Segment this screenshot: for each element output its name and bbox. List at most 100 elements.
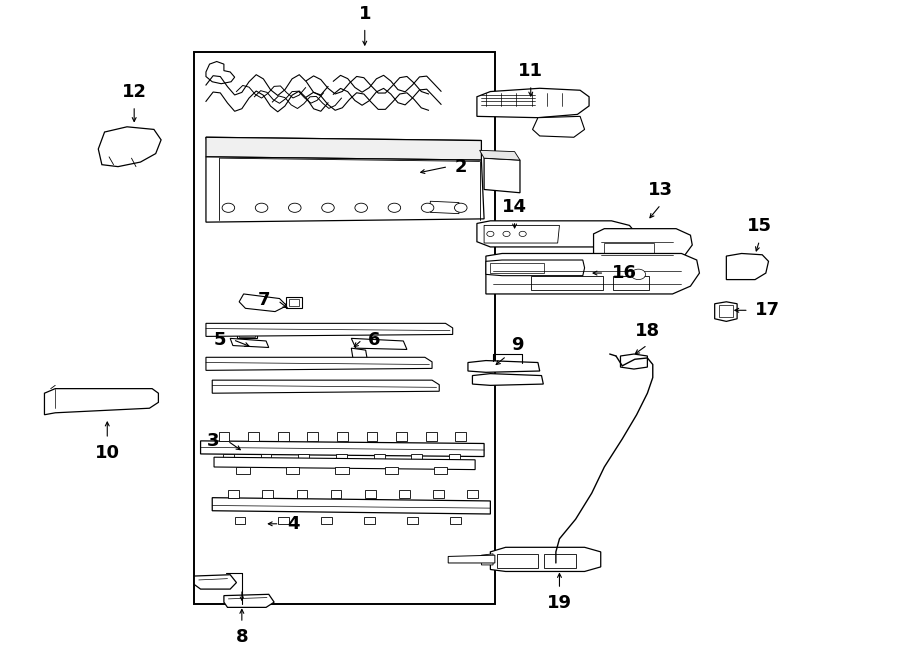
- Text: 1: 1: [358, 5, 371, 23]
- Polygon shape: [430, 201, 459, 214]
- Bar: [286, 467, 300, 473]
- Bar: [307, 432, 318, 441]
- Bar: [366, 432, 377, 441]
- Circle shape: [519, 231, 526, 237]
- Bar: [335, 467, 348, 473]
- Circle shape: [503, 231, 510, 237]
- Polygon shape: [544, 554, 576, 568]
- Text: 10: 10: [94, 444, 120, 462]
- Polygon shape: [224, 594, 274, 607]
- Polygon shape: [206, 137, 482, 160]
- Bar: [238, 328, 257, 338]
- Polygon shape: [206, 157, 484, 222]
- Circle shape: [631, 269, 645, 280]
- Polygon shape: [206, 323, 453, 336]
- Polygon shape: [239, 294, 287, 311]
- Polygon shape: [486, 253, 699, 294]
- Bar: [235, 518, 246, 524]
- Bar: [396, 432, 407, 441]
- Bar: [450, 518, 461, 524]
- Bar: [433, 490, 444, 498]
- Bar: [364, 518, 374, 524]
- Polygon shape: [98, 127, 161, 167]
- Polygon shape: [212, 380, 439, 393]
- Circle shape: [487, 231, 494, 237]
- Bar: [289, 299, 300, 306]
- Circle shape: [388, 203, 400, 212]
- Bar: [278, 518, 289, 524]
- Polygon shape: [497, 554, 538, 568]
- Polygon shape: [620, 354, 647, 369]
- Text: 11: 11: [518, 61, 544, 80]
- Polygon shape: [480, 150, 520, 160]
- Bar: [434, 467, 447, 473]
- Text: 4: 4: [287, 515, 299, 533]
- Polygon shape: [715, 302, 737, 321]
- Bar: [223, 454, 234, 462]
- Polygon shape: [533, 116, 585, 137]
- Polygon shape: [482, 554, 493, 565]
- Polygon shape: [486, 260, 585, 276]
- Text: 14: 14: [502, 198, 527, 215]
- Text: 19: 19: [547, 594, 572, 612]
- Text: 17: 17: [755, 301, 780, 319]
- Circle shape: [222, 203, 235, 212]
- Circle shape: [454, 203, 467, 212]
- Polygon shape: [351, 338, 407, 350]
- Circle shape: [355, 203, 367, 212]
- Text: 15: 15: [747, 217, 772, 235]
- Bar: [449, 454, 460, 462]
- Polygon shape: [212, 498, 490, 514]
- Bar: [374, 454, 384, 462]
- Bar: [407, 518, 418, 524]
- Bar: [278, 432, 289, 441]
- Polygon shape: [468, 360, 540, 372]
- Polygon shape: [230, 338, 269, 348]
- Bar: [239, 329, 256, 337]
- Text: 9: 9: [511, 336, 524, 354]
- Bar: [384, 467, 398, 473]
- Bar: [194, 52, 495, 604]
- Text: 6: 6: [367, 330, 380, 348]
- Polygon shape: [477, 89, 590, 118]
- Text: 13: 13: [648, 181, 673, 199]
- Polygon shape: [206, 358, 432, 370]
- Text: 5: 5: [213, 330, 226, 348]
- Polygon shape: [201, 441, 484, 457]
- Bar: [491, 262, 544, 273]
- Circle shape: [289, 203, 302, 212]
- Circle shape: [421, 203, 434, 212]
- Polygon shape: [611, 229, 634, 243]
- Bar: [336, 454, 346, 462]
- Polygon shape: [206, 61, 235, 84]
- Polygon shape: [484, 225, 560, 243]
- Polygon shape: [726, 253, 769, 280]
- Polygon shape: [448, 555, 495, 563]
- Bar: [219, 432, 230, 441]
- Polygon shape: [491, 547, 600, 572]
- Bar: [455, 432, 466, 441]
- Bar: [320, 518, 331, 524]
- Text: 3: 3: [207, 432, 220, 450]
- Polygon shape: [44, 389, 158, 414]
- Bar: [248, 432, 259, 441]
- Bar: [299, 454, 309, 462]
- Bar: [399, 490, 410, 498]
- Bar: [364, 490, 375, 498]
- Text: 12: 12: [122, 83, 147, 101]
- Polygon shape: [594, 229, 692, 264]
- Bar: [237, 467, 250, 473]
- Polygon shape: [214, 457, 475, 469]
- Text: 16: 16: [611, 264, 636, 282]
- Polygon shape: [194, 574, 237, 589]
- Bar: [337, 432, 347, 441]
- Circle shape: [256, 203, 268, 212]
- Bar: [229, 490, 239, 498]
- Circle shape: [321, 203, 334, 212]
- Bar: [330, 490, 341, 498]
- Bar: [613, 276, 649, 290]
- Bar: [263, 490, 274, 498]
- Bar: [286, 297, 302, 308]
- Bar: [411, 454, 422, 462]
- Text: 8: 8: [236, 628, 248, 646]
